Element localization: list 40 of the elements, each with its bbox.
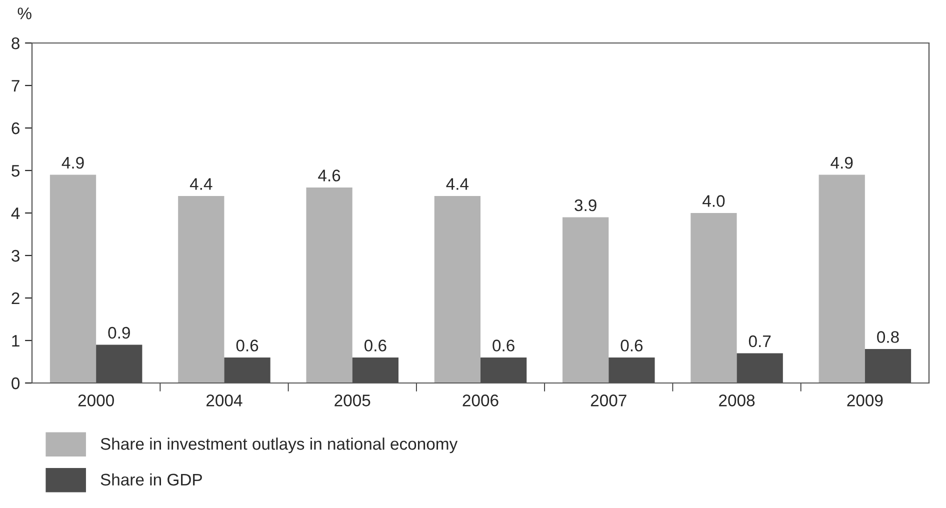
y-tick-label: 5 — [12, 165, 20, 177]
bar — [306, 188, 352, 383]
legend-label: Share in investment outlays in national economy — [100, 438, 458, 454]
y-tick-label: 1 — [12, 335, 20, 347]
data-label: 0.6 — [364, 340, 386, 352]
data-label: 4.4 — [190, 178, 212, 190]
data-label: 3.9 — [574, 199, 596, 212]
y-tick-label: 6 — [12, 122, 20, 134]
data-label: 0.7 — [748, 335, 771, 348]
x-tick-label: 2006 — [462, 394, 498, 406]
x-tick-label: 2000 — [78, 394, 114, 406]
data-label: 4.4 — [446, 178, 469, 190]
x-tick-label: 2004 — [206, 394, 242, 406]
bar — [178, 196, 224, 383]
x-tick-label: 2007 — [590, 394, 626, 406]
x-tick-label: 2009 — [847, 394, 883, 406]
data-label: 4.0 — [702, 195, 725, 207]
legend-label: Share in GDP — [100, 473, 202, 486]
data-label: 4.6 — [318, 170, 340, 182]
y-tick-label: 0 — [12, 377, 20, 390]
y-tick-label: 2 — [12, 292, 20, 304]
data-label: 0.9 — [108, 326, 130, 339]
bar — [562, 217, 609, 383]
data-label: 0.8 — [877, 331, 899, 343]
bar — [690, 213, 737, 383]
y-axis-title: % — [18, 8, 32, 20]
data-label: 0.6 — [236, 340, 258, 352]
x-tick-label: 2005 — [334, 394, 370, 406]
data-label: 4.9 — [830, 156, 853, 169]
bar — [818, 174, 865, 383]
y-tick-label: 8 — [12, 37, 20, 50]
y-tick-label: 4 — [11, 208, 20, 220]
data-label: 4.9 — [62, 156, 84, 169]
x-tick-label: 2008 — [719, 394, 755, 406]
data-label: 0.6 — [620, 340, 643, 352]
bar — [434, 196, 480, 383]
bar — [50, 174, 96, 383]
y-tick-label: 7 — [12, 80, 20, 92]
y-tick-label: 3 — [12, 250, 20, 262]
data-label: 0.6 — [492, 340, 514, 352]
